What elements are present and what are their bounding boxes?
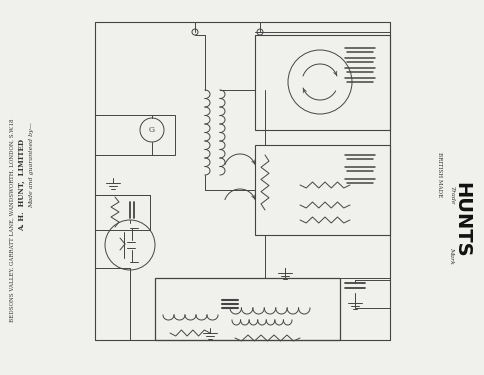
Text: BEDSONS VALLEY, GARRATT LANE, WANDSWORTH, LONDON, S.W.18: BEDSONS VALLEY, GARRATT LANE, WANDSWORTH… <box>10 118 15 322</box>
Text: Mark: Mark <box>449 247 454 263</box>
Text: A. H.  HUNT,  LIMITED: A. H. HUNT, LIMITED <box>18 139 26 231</box>
Text: Made and guaranteed by—: Made and guaranteed by— <box>30 122 34 208</box>
Bar <box>95 22 389 340</box>
Circle shape <box>192 29 197 35</box>
Text: G: G <box>149 126 155 134</box>
Text: BRITISH MADE: BRITISH MADE <box>437 152 441 198</box>
Bar <box>255 145 389 235</box>
Circle shape <box>257 29 262 35</box>
Text: Trade: Trade <box>449 186 454 204</box>
Bar <box>95 195 150 230</box>
Bar <box>155 278 339 340</box>
Text: HUNTS: HUNTS <box>452 182 470 258</box>
Bar <box>95 115 175 155</box>
Bar <box>255 35 389 130</box>
